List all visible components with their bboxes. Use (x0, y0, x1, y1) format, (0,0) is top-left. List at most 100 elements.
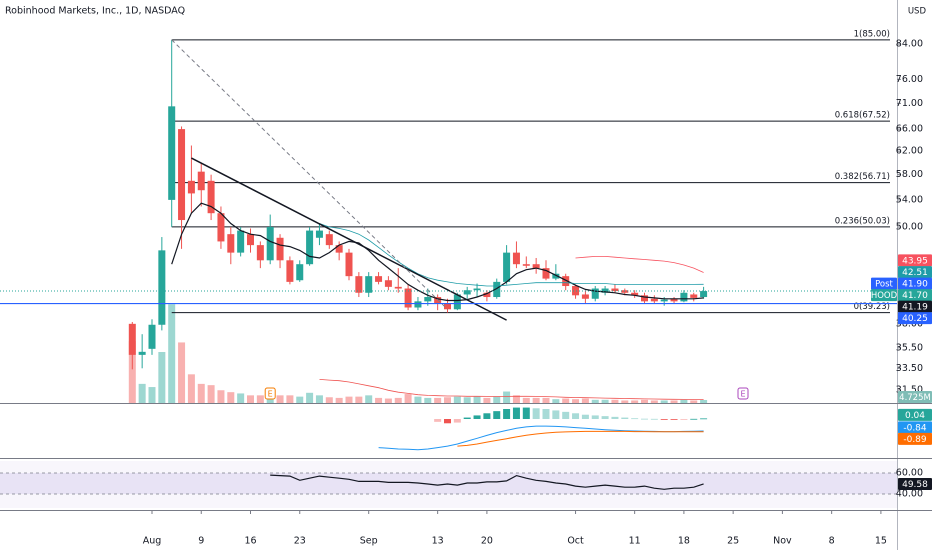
candle-body (631, 292, 639, 296)
axis-label: -0.89 (903, 435, 927, 445)
axis-label: 4.725M (899, 393, 931, 403)
x-tick-label: 11 (629, 536, 641, 547)
candle-body (325, 234, 333, 246)
volume-bar (365, 395, 373, 403)
axis-tag-box (871, 289, 897, 302)
earnings-label: E (268, 390, 273, 399)
y-tick-label: 62.00 (896, 146, 923, 157)
y-tick-label: 35.50 (896, 342, 923, 353)
volume-bar (483, 397, 491, 403)
y-tick-label: 33.50 (896, 363, 923, 374)
macd-histogram (503, 409, 511, 419)
macd-histogram (690, 418, 698, 420)
candle-body (128, 323, 136, 355)
volume-bar (414, 396, 422, 403)
volume-bar (286, 395, 294, 403)
x-tick-label: Aug (143, 536, 162, 547)
candle-body (522, 264, 530, 266)
axis-tag: HOOD (871, 291, 898, 301)
volume-bar (207, 385, 215, 403)
volume-bar (424, 397, 432, 403)
y-tick-label: 66.00 (896, 124, 923, 135)
axis-label-box (898, 432, 932, 445)
fib-label: 0.236(50.03) (835, 216, 890, 226)
macd-histogram (660, 419, 668, 420)
volume-bar (591, 399, 599, 403)
macd-histogram (493, 411, 501, 419)
macd-histogram (532, 408, 540, 419)
x-tick-label: 9 (198, 536, 204, 547)
candle-body (581, 294, 589, 299)
axis-label: 49.58 (902, 480, 928, 490)
macd-histogram (483, 413, 491, 419)
axis-label: 40.25 (902, 314, 928, 324)
candle-body (178, 129, 186, 221)
volume-bar (522, 397, 530, 403)
candle-body (187, 180, 195, 194)
candle-body (217, 213, 225, 242)
candle-body (384, 280, 392, 287)
earnings-marker (264, 387, 276, 400)
volume-bar (148, 387, 156, 403)
moving-average (171, 202, 704, 302)
volume-bar (611, 399, 619, 403)
volume-bar (306, 392, 314, 403)
candle-body (168, 106, 176, 200)
volume-bar (168, 304, 176, 403)
x-tick-label: 18 (678, 536, 690, 547)
currency: USD (908, 7, 927, 17)
y-tick-label: 54.00 (896, 194, 923, 205)
candle-body (690, 294, 698, 298)
moving-average (319, 223, 704, 287)
volume-bar (375, 397, 383, 403)
axis-label-box (898, 300, 932, 313)
macd-histogram (641, 418, 648, 420)
signal-line (457, 430, 704, 447)
candle-body (680, 292, 688, 302)
candle-body (158, 250, 166, 325)
candle-body (404, 288, 412, 308)
axis-label-box (898, 391, 932, 403)
volume-bar (670, 400, 678, 403)
candle-body (463, 290, 471, 295)
x-tick-label: 15 (875, 536, 887, 547)
macd-histogram (463, 417, 471, 419)
candle-body (365, 276, 373, 293)
axis-label: 42.51 (902, 268, 928, 278)
volume-bar (158, 352, 166, 403)
volume-bar (601, 399, 609, 403)
axis-label-box (898, 408, 932, 421)
candle-body (493, 281, 501, 298)
macd-histogram (631, 418, 639, 420)
macd-histogram (680, 419, 688, 420)
chart-title: Robinhood Markets, Inc., 1D, NASDAQ (5, 6, 185, 17)
candle-body (276, 237, 284, 261)
volume-bar (217, 390, 225, 403)
candle-body (306, 230, 314, 265)
fib-label: 1(85.00) (854, 29, 890, 39)
axis-label: -0.84 (903, 423, 927, 433)
y-tick-label: 76.00 (896, 74, 923, 85)
volume-bar (572, 399, 580, 403)
candle-body (552, 273, 560, 279)
x-tick-label: Sep (360, 536, 378, 547)
candle-body (227, 234, 235, 253)
candle-body (572, 286, 580, 296)
volume-bar (315, 395, 323, 403)
x-tick-label: 8 (829, 536, 835, 547)
axis-label: 41.19 (902, 303, 928, 313)
candle-body (650, 298, 658, 302)
candle-body (591, 288, 599, 299)
volume-bar (641, 399, 648, 403)
volume-bar (690, 400, 698, 403)
candle-body (256, 245, 264, 261)
candle-body (700, 291, 708, 298)
candle-body (266, 227, 274, 261)
macd-histogram (562, 411, 570, 419)
candle-body (532, 264, 540, 269)
candle-body (237, 230, 245, 253)
volume-bar (276, 395, 284, 403)
candle-body (473, 288, 481, 291)
axis-label-box (898, 266, 932, 279)
volume-bar (197, 383, 205, 403)
